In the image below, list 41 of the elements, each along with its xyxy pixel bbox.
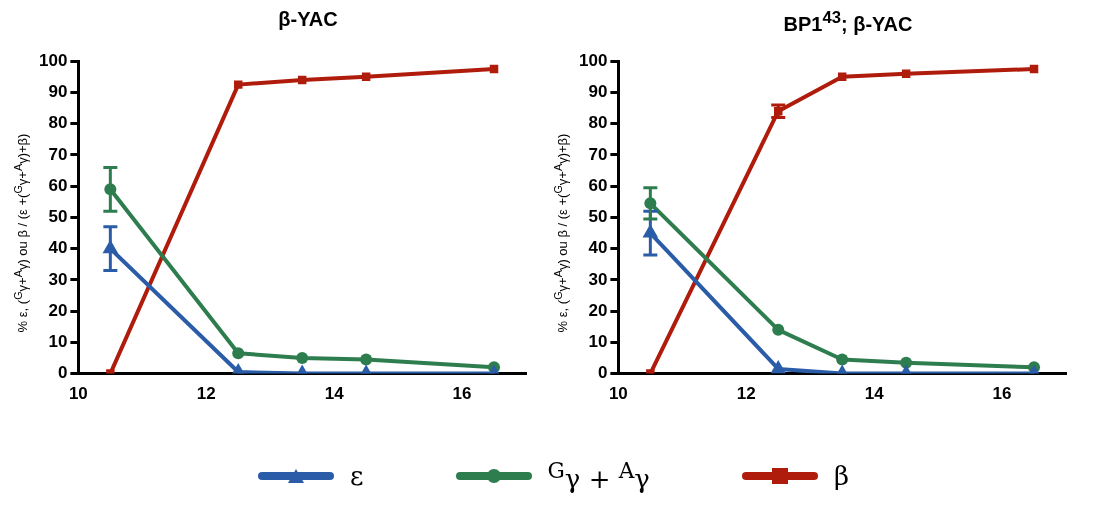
y-tick-label: 0 xyxy=(597,363,608,383)
chart-title: β-YAC xyxy=(277,8,339,32)
y-tick-label: 100 xyxy=(578,50,608,70)
y-tick-label: 10 xyxy=(48,332,68,352)
y-tick-label: 50 xyxy=(588,207,608,227)
point xyxy=(233,80,243,89)
x-tick-label: 10 xyxy=(68,384,88,404)
x-tick-label: 16 xyxy=(452,384,472,404)
y-tick-label: 80 xyxy=(588,113,608,133)
y-tick-label: 50 xyxy=(48,207,68,227)
y-tick-label: 30 xyxy=(48,269,68,289)
x-tick-label: 14 xyxy=(324,384,345,404)
point xyxy=(296,351,309,364)
y-tick-label: 60 xyxy=(48,175,68,195)
y-tick-label: 30 xyxy=(588,269,608,289)
y-tick-label: 20 xyxy=(588,300,608,320)
x-tick-label: 12 xyxy=(736,384,756,404)
y-tick-label: 40 xyxy=(48,238,68,258)
y-tick-label: 10 xyxy=(588,332,608,352)
point xyxy=(772,323,785,336)
legend-label: ε xyxy=(350,460,364,491)
y-tick-label: 80 xyxy=(48,113,68,133)
x-tick-label: 10 xyxy=(608,384,628,404)
legend-label: $^{G}$γ + $^{A}$γ xyxy=(547,458,650,494)
point xyxy=(901,69,911,78)
legend-label: β xyxy=(833,460,849,491)
y-tick-label: 100 xyxy=(38,50,68,70)
x-tick-label: 16 xyxy=(992,384,1012,404)
y-tick-label: 0 xyxy=(57,363,68,383)
x-tick-label: 14 xyxy=(864,384,885,404)
point xyxy=(770,359,787,374)
y-tick-label: 70 xyxy=(48,144,68,164)
y-tick-label: 90 xyxy=(588,82,608,102)
y-tick-label: 20 xyxy=(48,300,68,320)
y-tick-label: 40 xyxy=(588,238,608,258)
y-tick-label: 60 xyxy=(588,175,608,195)
x-tick-label: 12 xyxy=(196,384,216,404)
point xyxy=(836,353,849,366)
chart-title: BP1$^{43}$; β-YAC xyxy=(782,8,914,37)
y-tick-label: 70 xyxy=(588,144,608,164)
y-tick-label: 90 xyxy=(48,82,68,102)
